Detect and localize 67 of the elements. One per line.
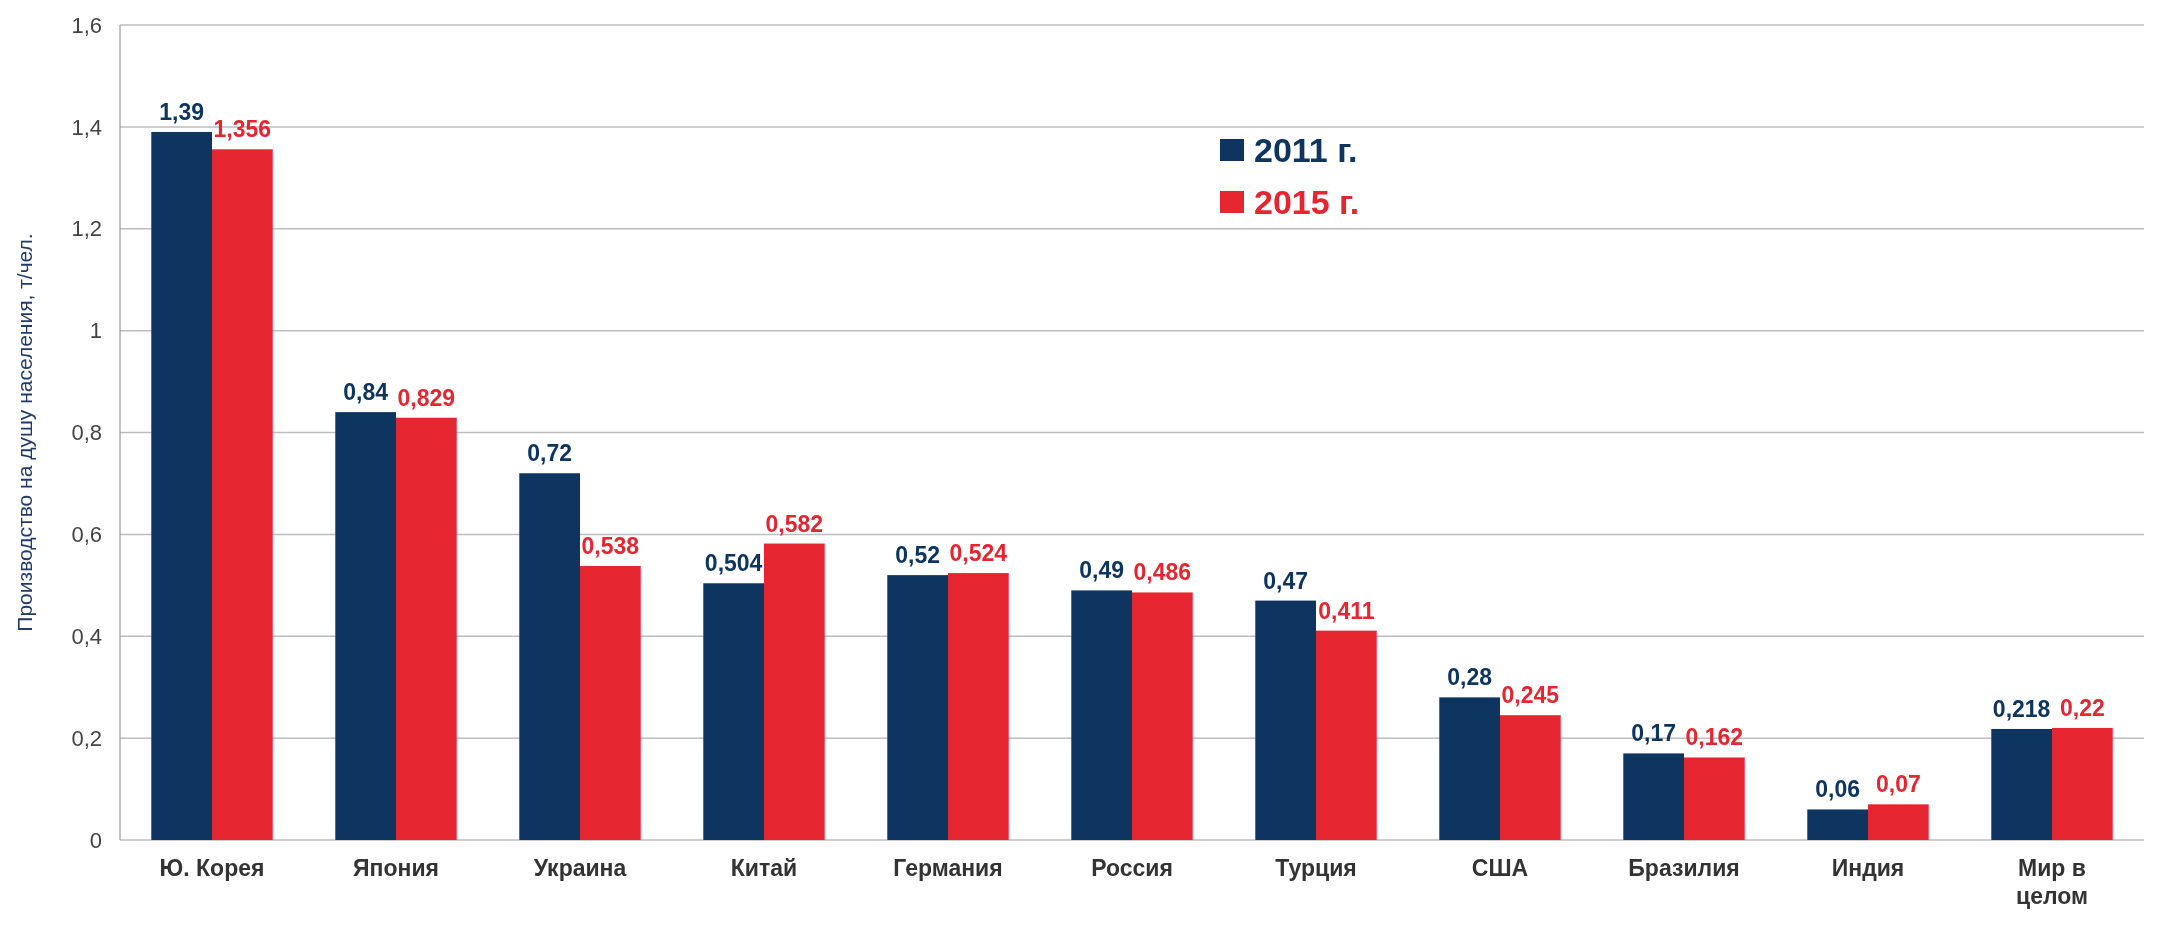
bar [580,565,641,840]
data-label: 0,06 [1815,776,1861,803]
bar [396,417,457,840]
x-tick-label: Украина [533,855,627,881]
data-label: 0,829 [397,384,456,411]
y-tick-label: 1,2 [71,216,102,242]
x-tick-label: Бразилия [1628,855,1740,881]
bar [1316,630,1377,840]
data-label: 0,486 [1133,559,1192,586]
data-label: 0,28 [1447,664,1493,691]
data-label: 0,84 [343,379,389,406]
data-label: 0,72 [527,440,573,467]
x-tick-label: Япония [353,855,439,881]
bar [1439,697,1500,840]
bar [764,543,825,840]
data-label: 0,245 [1501,682,1560,709]
bar [948,573,1009,840]
y-tick-label: 0,8 [71,420,102,446]
y-tick-label: 1,4 [71,114,102,140]
bar [1807,809,1868,840]
x-tick-label: Мир в целом [2016,855,2088,909]
data-label: 1,356 [213,116,272,143]
bar [887,575,948,840]
data-label: 0,49 [1079,557,1125,584]
bar [335,412,396,840]
data-label: 0,524 [949,540,1008,567]
data-label: 0,52 [895,542,941,569]
data-label: 1,39 [159,98,205,125]
bar [212,149,273,840]
bar [1132,592,1193,840]
data-label: 0,411 [1318,597,1375,624]
bar [1868,804,1929,840]
data-label: 0,538 [581,532,640,559]
bar [151,131,212,840]
data-label: 0,17 [1631,720,1677,747]
y-tick-label: 1 [89,318,102,344]
legend-label: 2015 г. [1254,182,1360,221]
bar [1991,728,2052,840]
bar [1684,757,1745,840]
y-tick-label: 0,6 [71,522,102,548]
bar [1255,600,1316,840]
y-tick-label: 0,2 [71,725,102,751]
bar [703,583,764,840]
x-tick-label: Турция [1275,855,1357,881]
bar [2052,727,2113,840]
data-label: 0,47 [1263,567,1309,594]
x-tick-label: Германия [893,855,1003,881]
data-label: 0,504 [704,550,763,577]
data-label: 0,582 [765,510,824,537]
y-tick-label: 0,4 [71,623,102,649]
x-tick-label: Китай [730,855,798,881]
data-label: 0,22 [2059,694,2105,721]
y-tick-label: 0 [89,827,102,853]
bar [1071,590,1132,840]
data-label: 0,162 [1685,724,1744,751]
y-axis-title: Производство на душу населения, т/чел. [13,233,36,632]
x-tick-label: США [1471,855,1529,881]
x-tick-label: Индия [1831,855,1905,881]
bar [1623,753,1684,840]
y-tick-label: 1,6 [71,12,102,38]
bar [519,473,580,840]
x-tick-label: Ю. Корея [159,855,265,881]
x-tick-label: Россия [1091,855,1173,881]
data-label: 0,218 [1992,695,2051,722]
data-label: 0,07 [1875,771,1921,798]
legend-label: 2011 г. [1254,130,1358,169]
bar [1500,715,1561,840]
